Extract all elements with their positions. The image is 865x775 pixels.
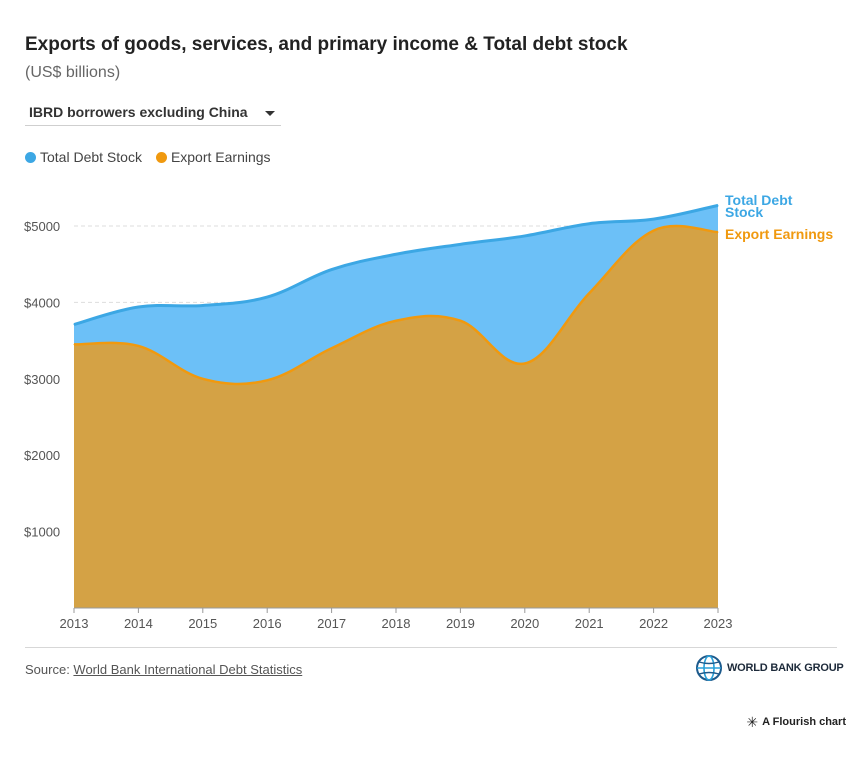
source-note: Source: World Bank International Debt St… <box>25 662 302 677</box>
end-label-debt: Total Debt Stock <box>725 192 793 220</box>
x-tick-label: 2018 <box>382 616 411 631</box>
world-bank-group-logo[interactable]: WORLD BANK GROUP <box>695 654 844 682</box>
y-tick-label: $2000 <box>24 448 60 463</box>
legend-label-exports: Export Earnings <box>170 149 271 165</box>
debt-point-2017 <box>331 269 333 271</box>
chart-legend: Total Debt Stock Export Earnings <box>25 149 271 165</box>
x-tick-label: 2014 <box>124 616 153 631</box>
credit-text: A Flourish chart <box>762 716 846 728</box>
globe-icon <box>696 655 722 681</box>
x-tick-label: 2013 <box>60 616 89 631</box>
debt-point-2019 <box>459 243 461 245</box>
legend-item-exports[interactable]: Export Earnings <box>155 149 271 165</box>
flourish-credit[interactable]: ✳ A Flourish chart <box>746 713 846 730</box>
chart-title: Exports of goods, services, and primary … <box>25 34 628 55</box>
debt-point-2014 <box>137 306 139 308</box>
export-point-2016 <box>266 379 268 381</box>
y-tick-label: $3000 <box>24 372 60 387</box>
chevron-down-icon <box>265 111 275 116</box>
export-point-2022 <box>653 230 655 232</box>
footer-divider <box>25 647 837 648</box>
x-tick-label: 2020 <box>510 616 539 631</box>
debt-point-2018 <box>395 253 397 255</box>
x-tick-label: 2017 <box>317 616 346 631</box>
export-point-2023 <box>717 231 719 233</box>
debt-point-2016 <box>266 296 268 298</box>
export-point-2017 <box>331 347 333 349</box>
x-tick-label: 2022 <box>639 616 668 631</box>
export-point-2015 <box>202 378 204 380</box>
x-tick-label: 2015 <box>188 616 217 631</box>
legend-label-debt: Total Debt Stock <box>40 149 142 165</box>
asterisk-icon: ✳ <box>746 713 759 730</box>
debt-point-2022 <box>653 218 655 220</box>
x-tick-label: 2019 <box>446 616 475 631</box>
legend-swatch-debt <box>25 151 36 163</box>
x-tick-label: 2016 <box>253 616 282 631</box>
export-point-2021 <box>588 292 590 294</box>
debt-point-2020 <box>524 235 526 237</box>
area-chart: $1000 $2000 $3000 $4000 $5000 2013 2014 2015 201… <box>24 192 833 631</box>
debt-point-2023 <box>717 204 719 206</box>
source-prefix: Source: <box>25 662 74 677</box>
x-tick-label: 2021 <box>575 616 604 631</box>
export-line <box>73 224 719 386</box>
export-point-2018 <box>395 320 397 322</box>
legend-swatch-exports <box>155 151 167 163</box>
x-tick-label: 2023 <box>704 616 733 631</box>
export-point-2013 <box>73 343 75 345</box>
export-point-2019 <box>459 320 461 322</box>
source-link[interactable]: World Bank International Debt Statistics <box>73 662 303 677</box>
debt-point-2015 <box>202 304 204 306</box>
region-dropdown[interactable]: IBRD borrowers excluding China <box>25 100 281 126</box>
export-point-2014 <box>137 345 139 347</box>
debt-point-2013 <box>73 324 75 326</box>
end-label-exports: Export Earnings <box>725 226 833 242</box>
debt-point-2021 <box>588 223 590 225</box>
legend-item-debt[interactable]: Total Debt Stock <box>25 149 142 165</box>
export-point-2020 <box>524 363 526 365</box>
export-area <box>74 226 718 608</box>
logo-wordmark: WORLD BANK GROUP <box>727 662 844 674</box>
dropdown-selected-value: IBRD borrowers excluding China <box>29 104 248 120</box>
y-tick-label: $4000 <box>24 295 60 310</box>
y-tick-label: $5000 <box>24 219 60 234</box>
chart-subtitle: (US$ billions) <box>25 64 121 81</box>
y-tick-label: $1000 <box>24 525 60 540</box>
